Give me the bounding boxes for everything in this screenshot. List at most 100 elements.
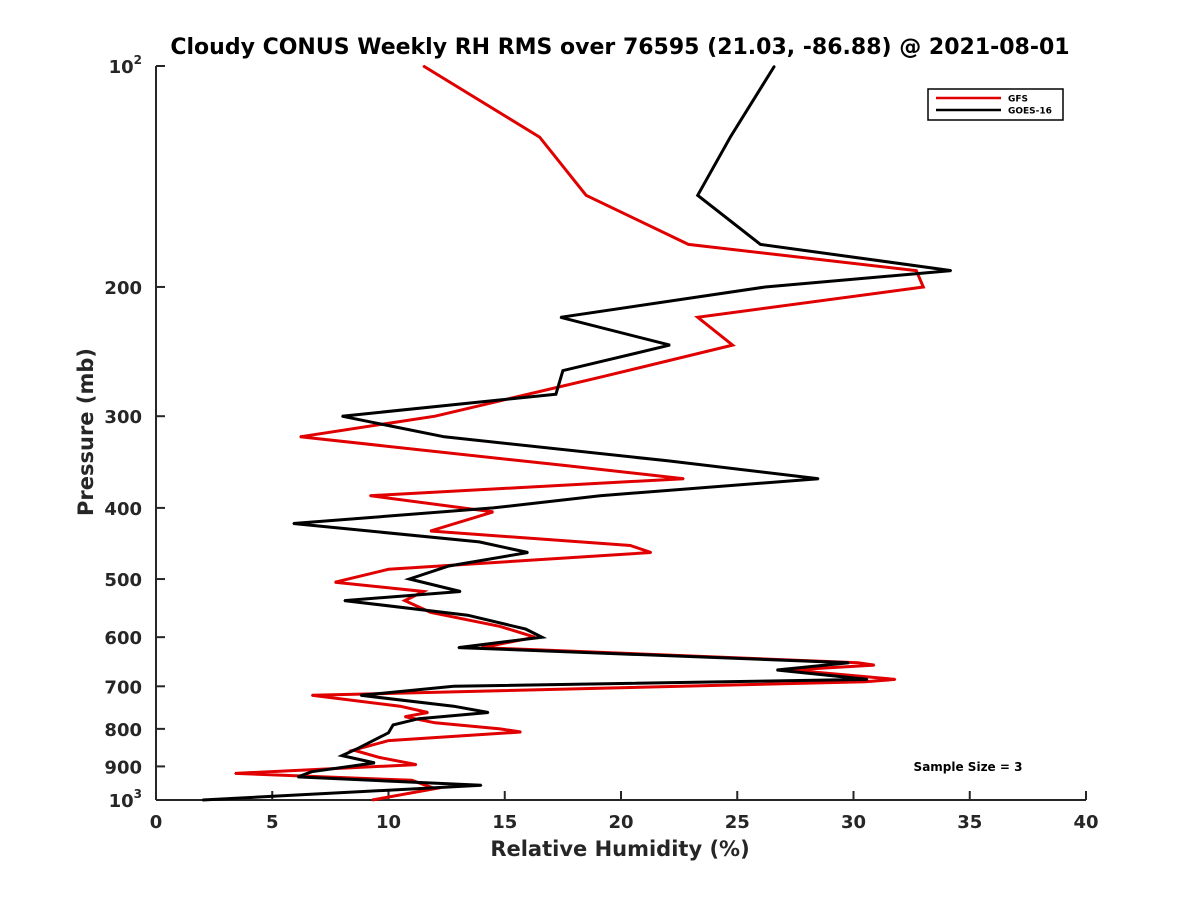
data-point [434,722,436,724]
data-point [524,628,527,630]
series-line [235,64,926,802]
data-point [731,344,734,346]
data-point [562,464,564,467]
x-tick-label: 35 [957,812,982,833]
data-point [373,762,376,764]
x-tick-label: 20 [608,812,633,833]
data-point [541,636,543,638]
data-point [492,511,494,513]
data-point [555,393,557,396]
data-point [378,756,381,759]
data-point [234,772,236,775]
x-tick-label: 5 [266,812,279,833]
y-tick-label-base: 10 [109,57,134,78]
data-point [585,194,587,197]
y-tick-label-exponent: 2 [134,53,142,67]
x-tick-label: 10 [376,812,401,833]
legend-box [927,88,1064,121]
sample-size-annotation: Sample Size = 3 [914,760,1023,774]
data-point [696,316,699,319]
data-point [459,590,462,593]
data-point [392,724,394,726]
data-point [666,460,669,462]
data-point [487,711,490,714]
legend-label: GOES-16 [1008,107,1052,117]
data-point [773,65,776,67]
data-point [776,669,778,671]
plot-area [201,64,952,802]
data-point [369,494,371,497]
legend-label: GFS [1008,95,1028,105]
data-point [683,477,685,480]
data-point [452,685,455,688]
data-point [359,694,362,697]
data-point [415,763,418,766]
data-point [729,136,732,138]
data-point [915,269,918,272]
data-point [466,614,469,616]
data-point [452,705,455,707]
data-point [922,286,925,288]
data-point [417,717,420,720]
data-point [759,243,762,246]
legend-item: GFS [936,95,1028,105]
y-tick-label: 700 [104,677,142,698]
x-axis-ticks: 0 5 10 15 20 25 30 35 40 [150,791,1099,833]
x-tick-label: 30 [841,812,866,833]
data-point [538,136,541,138]
x-tick-label: 25 [725,812,750,833]
data-point [341,415,343,418]
data-point [817,477,820,480]
data-point [562,369,564,372]
data-point [334,581,336,583]
data-point [341,754,343,757]
y-tick-label: 103 [109,787,142,812]
data-point [422,590,425,593]
data-point [311,770,313,773]
data-point [343,599,346,602]
data-point [629,544,632,547]
y-tick-label: 600 [104,628,142,649]
y-tick-label: 102 [109,53,142,78]
data-point [371,799,374,801]
data-point [387,732,390,734]
data-point [457,646,460,649]
data-point [443,436,446,438]
data-point [866,678,869,681]
y-tick-label: 800 [104,720,142,741]
data-point [429,530,432,532]
legend-item: GOES-16 [936,107,1052,117]
data-point [427,711,429,714]
data-point [404,715,406,718]
data-point [764,286,766,288]
data-point [422,65,425,67]
data-point [387,568,390,571]
x-axis-label: Relative Humidity (%) [490,837,749,861]
data-point [848,661,850,664]
x-tick-label: 40 [1073,812,1098,833]
data-point [696,194,699,197]
data-point [399,705,401,707]
series-line [202,65,952,802]
data-point [448,565,450,567]
y-tick-label: 900 [104,757,142,778]
data-point [404,599,406,602]
data-point [492,507,494,509]
data-point [478,541,481,543]
y-tick-label: 500 [104,570,142,591]
y-tick-label: 300 [104,407,142,428]
data-point [499,625,501,628]
y-tick-label: 400 [104,499,142,520]
data-point [687,243,690,246]
data-point [499,728,501,730]
y-axis-label: Pressure (mb) [74,348,98,516]
data-point [857,661,859,664]
data-point [601,375,604,378]
series-goes-16 [201,65,952,802]
y-tick-label-base: 10 [109,791,134,812]
data-point [559,316,562,319]
data-point [292,522,295,525]
